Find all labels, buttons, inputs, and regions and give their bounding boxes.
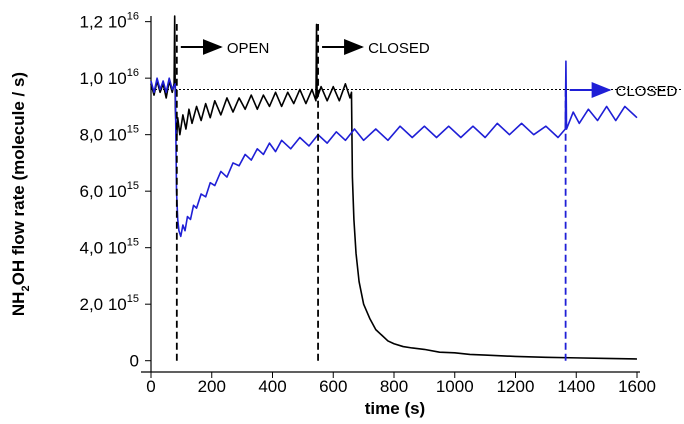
y-tick-label-base: 4,0 10	[79, 239, 126, 258]
y-axis-label: NH2OH flow rate (molecule / s)	[9, 72, 32, 316]
x-axis-label: time (s)	[365, 399, 425, 418]
x-tick-label: 1000	[436, 377, 474, 396]
y-label-part: NH	[9, 292, 28, 317]
x-tick-label: 800	[380, 377, 408, 396]
y-label-subscript: 2	[20, 285, 32, 291]
y-tick-label-base: 1,0 10	[79, 69, 126, 88]
data-line	[150, 60, 638, 238]
y-tick-label-exponent: 15	[127, 124, 139, 136]
data-line	[150, 15, 638, 360]
y-tick-label-base: 2,0 10	[79, 295, 126, 314]
y-tick-label: 1,0 1016	[79, 67, 139, 88]
x-tick-label: 1600	[618, 377, 656, 396]
y-label-part: OH flow rate (molecule / s)	[9, 72, 28, 286]
y-tick-label: 2,0 1015	[79, 293, 139, 314]
y-tick-label-exponent: 15	[127, 237, 139, 249]
y-tick-label: 1,2 1016	[79, 11, 139, 32]
x-tick-label: 1400	[557, 377, 595, 396]
x-tick-label: 400	[258, 377, 286, 396]
y-tick-label: 6,0 1015	[79, 180, 139, 201]
y-tick-label-exponent: 15	[127, 293, 139, 305]
y-tick-label: 4,0 1015	[79, 237, 139, 258]
y-tick-label-base: 1,2 10	[79, 13, 126, 32]
y-tick-label-exponent: 15	[127, 180, 139, 192]
x-tick-label: 1200	[497, 377, 535, 396]
x-tick-label: 0	[146, 377, 155, 396]
x-tick-label: 600	[319, 377, 347, 396]
y-tick-label-exponent: 16	[127, 11, 139, 23]
event-label: CLOSED	[368, 40, 430, 57]
y-tick-label-base: 6,0 10	[79, 182, 126, 201]
x-tick-label: 200	[198, 377, 226, 396]
y-tick-label: 0	[130, 352, 139, 371]
y-tick-label-exponent: 16	[127, 67, 139, 79]
event-label: CLOSED	[616, 83, 678, 100]
y-tick-label-base: 8,0 10	[79, 126, 126, 145]
event-label: OPEN	[227, 40, 270, 57]
y-tick-label: 8,0 1015	[79, 124, 139, 145]
